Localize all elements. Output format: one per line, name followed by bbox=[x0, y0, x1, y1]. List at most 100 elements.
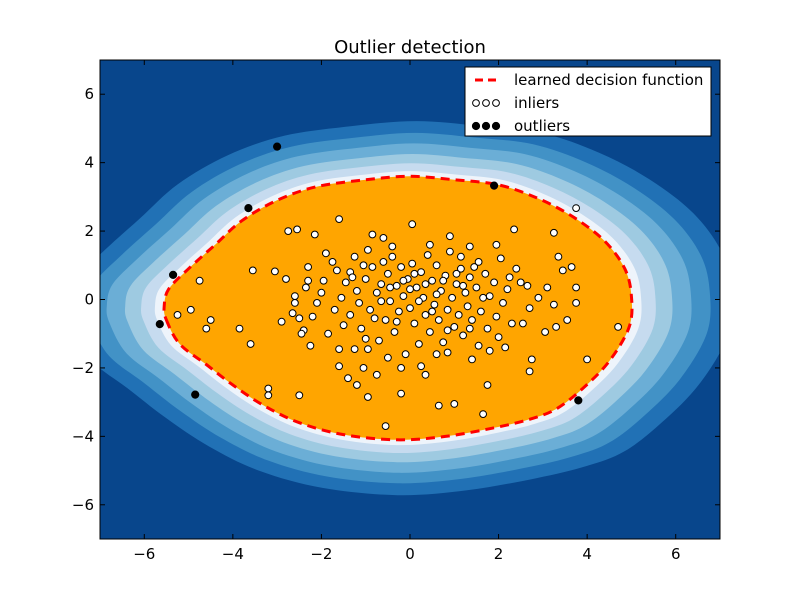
inlier-point bbox=[364, 345, 372, 354]
y-tick-label: 4 bbox=[84, 154, 94, 172]
inlier-point bbox=[459, 331, 468, 340]
inlier-point bbox=[388, 252, 397, 261]
inlier-point bbox=[379, 258, 388, 266]
inlier-point bbox=[322, 249, 330, 258]
inlier-point bbox=[428, 276, 437, 285]
inlier-point bbox=[483, 381, 492, 389]
inlier-point bbox=[567, 263, 576, 271]
y-tick-label: −2 bbox=[72, 359, 94, 377]
inlier-point bbox=[543, 283, 552, 292]
inlier-point bbox=[452, 280, 461, 289]
inlier-point bbox=[558, 266, 567, 275]
inlier-point bbox=[541, 328, 549, 336]
inlier-point bbox=[330, 305, 339, 314]
inlier-point bbox=[443, 305, 452, 314]
inlier-point bbox=[534, 293, 543, 302]
inlier-point bbox=[583, 355, 591, 364]
inlier-point bbox=[572, 299, 580, 307]
inlier-point bbox=[206, 316, 215, 324]
inlier-point bbox=[361, 334, 370, 343]
inlier-point bbox=[572, 283, 580, 292]
inlier-point bbox=[381, 316, 390, 324]
inlier-point bbox=[563, 316, 572, 324]
inlier-point bbox=[481, 269, 490, 278]
inlier-point bbox=[417, 362, 426, 371]
inlier-point bbox=[465, 273, 474, 282]
inlier-point bbox=[319, 276, 328, 285]
inlier-point bbox=[361, 275, 370, 283]
inlier-point bbox=[173, 311, 182, 319]
x-axis: −6 −4 −2 0 2 4 6 bbox=[133, 60, 680, 563]
inlier-point bbox=[452, 269, 461, 278]
x-tick-label: −6 bbox=[133, 545, 155, 563]
inlier-point bbox=[348, 273, 357, 282]
inlier-point bbox=[386, 297, 395, 306]
outlier-point bbox=[490, 181, 499, 190]
y-axis: −6 −4 −2 0 2 4 6 bbox=[72, 85, 720, 514]
inlier-point bbox=[465, 324, 474, 333]
x-tick-label: 6 bbox=[671, 545, 681, 563]
inlier-point bbox=[423, 251, 432, 259]
inlier-point bbox=[494, 333, 503, 342]
inlier-point bbox=[408, 259, 417, 268]
inlier-point bbox=[291, 292, 299, 301]
inlier-point bbox=[186, 305, 195, 314]
inlier-point bbox=[443, 326, 452, 335]
inlier-point bbox=[463, 302, 472, 311]
inlier-point bbox=[421, 370, 430, 379]
plot-area bbox=[99, 59, 721, 540]
inlier-point bbox=[339, 321, 348, 330]
inlier-point bbox=[459, 281, 468, 290]
inlier-point bbox=[284, 227, 293, 236]
inlier-point bbox=[308, 312, 317, 321]
inlier-point bbox=[397, 364, 406, 372]
legend-inlier-dot bbox=[492, 99, 500, 107]
legend-inlier-dot bbox=[472, 99, 480, 107]
inlier-point bbox=[479, 410, 488, 419]
inlier-point bbox=[235, 324, 244, 333]
inlier-point bbox=[335, 215, 344, 224]
inlier-point bbox=[434, 401, 443, 410]
inlier-point bbox=[421, 280, 430, 289]
inlier-point bbox=[468, 316, 476, 324]
inlier-point bbox=[446, 247, 454, 256]
inlier-point bbox=[366, 305, 375, 314]
inlier-point bbox=[485, 292, 494, 301]
inlier-point bbox=[525, 304, 534, 313]
inlier-point bbox=[426, 328, 434, 336]
inlier-point bbox=[401, 350, 410, 359]
inlier-point bbox=[550, 228, 558, 237]
inlier-point bbox=[614, 323, 622, 331]
inlier-point bbox=[406, 285, 414, 294]
inlier-point bbox=[454, 311, 463, 319]
inlier-point bbox=[364, 393, 372, 401]
inlier-point bbox=[428, 307, 437, 316]
y-tick-label: −4 bbox=[72, 427, 94, 445]
inlier-point bbox=[293, 225, 302, 234]
inlier-point bbox=[448, 293, 457, 302]
inlier-point bbox=[377, 280, 386, 289]
inlier-point bbox=[479, 293, 488, 302]
inlier-point bbox=[470, 263, 479, 271]
y-tick-label: 0 bbox=[84, 291, 94, 309]
inlier-point bbox=[461, 288, 470, 297]
inlier-point bbox=[439, 338, 448, 347]
decision-boundary-line bbox=[162, 174, 634, 442]
inlier-point bbox=[472, 283, 481, 292]
inlier-point bbox=[525, 367, 534, 376]
x-tick-label: −2 bbox=[310, 545, 332, 563]
inlier-point bbox=[291, 299, 299, 307]
inlier-point bbox=[386, 283, 395, 292]
inlier-point bbox=[271, 267, 279, 276]
inlier-point bbox=[508, 319, 516, 328]
inlier-point bbox=[328, 258, 337, 266]
legend: learned decision function inliers outlie… bbox=[464, 66, 712, 137]
legend-outliers-marker bbox=[471, 121, 501, 131]
inlier-point bbox=[421, 311, 430, 319]
inlier-point bbox=[368, 230, 377, 239]
inlier-point bbox=[277, 317, 286, 326]
y-tick-label: 6 bbox=[84, 85, 94, 103]
outlier-point bbox=[155, 320, 164, 329]
inlier-point bbox=[337, 293, 346, 302]
inlier-point bbox=[512, 264, 521, 273]
